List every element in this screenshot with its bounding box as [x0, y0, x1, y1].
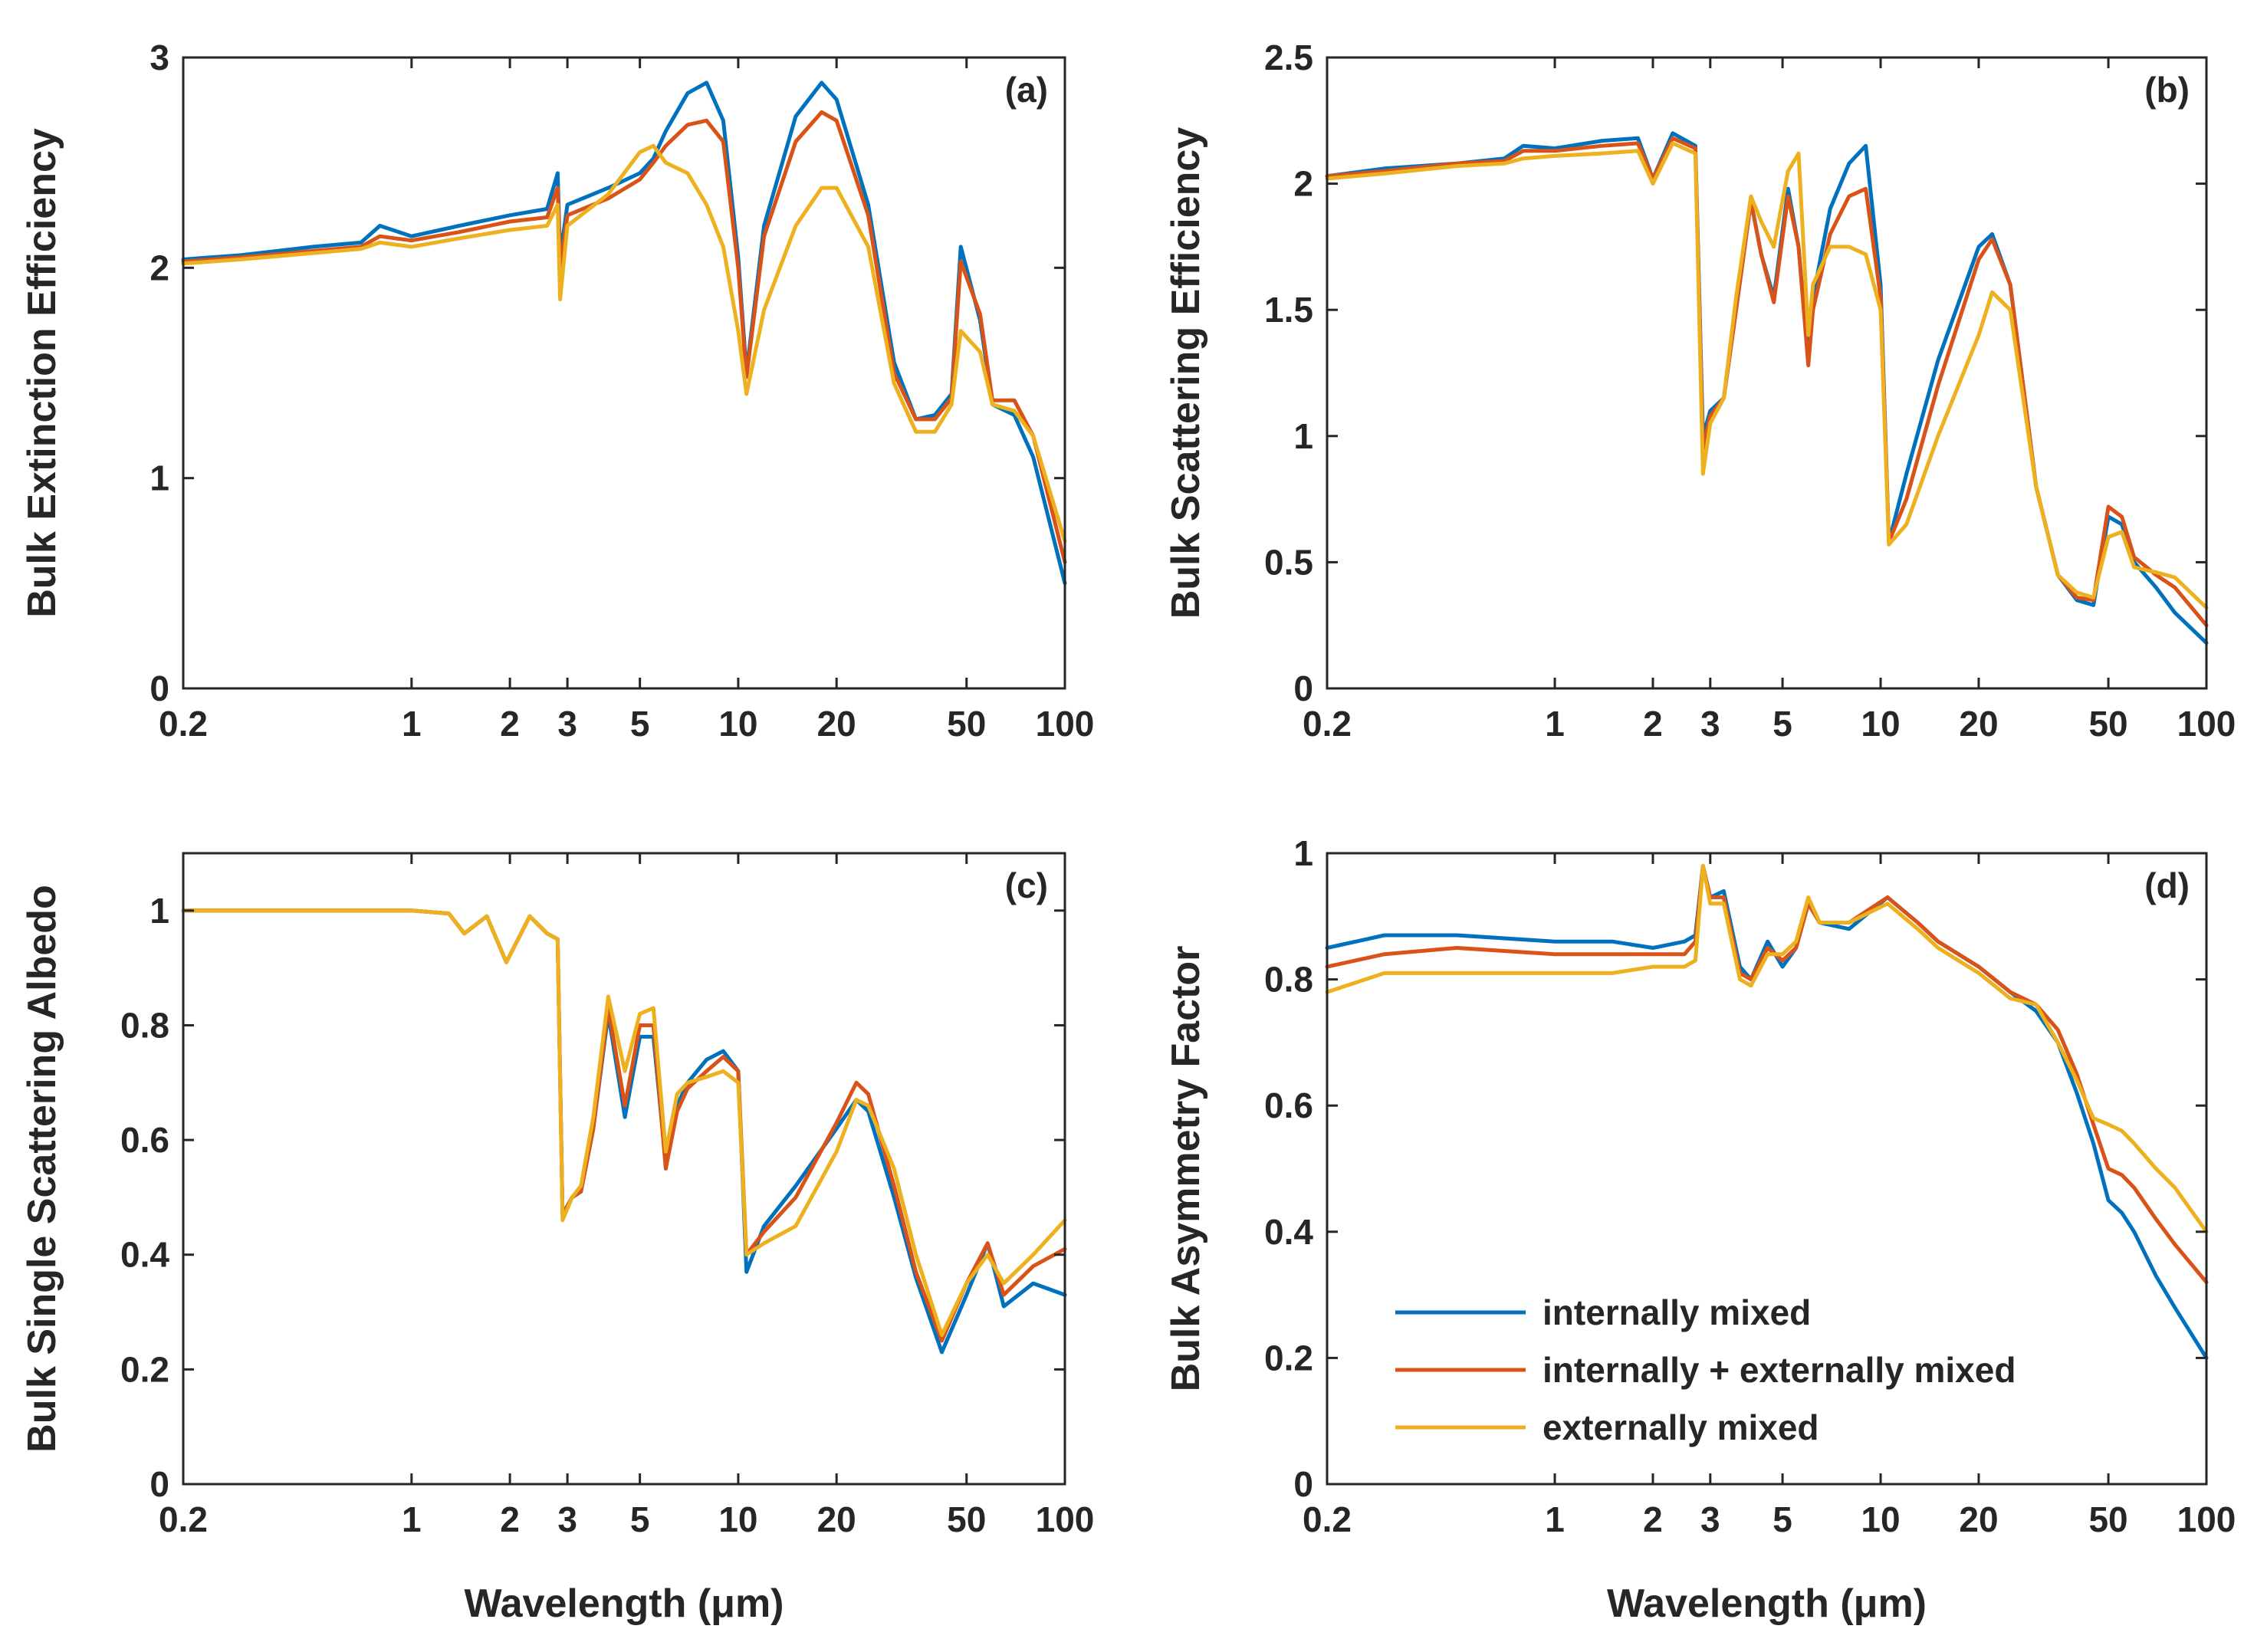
y-axis-label: Bulk Scattering Efficiency: [1164, 127, 1208, 619]
y-tick-label: 1: [149, 891, 169, 931]
axes-box: [182, 56, 1066, 690]
x-tick-label: 5: [1773, 1499, 1792, 1539]
x-tick-label: 50: [2088, 1499, 2127, 1539]
y-tick-label: 0.8: [120, 1005, 169, 1045]
plot-area: [183, 853, 1065, 1484]
y-tick-label: 1: [149, 458, 169, 498]
axes-box: [182, 852, 1066, 1486]
x-tick-label: 0.2: [159, 1499, 208, 1539]
x-tick-label: 1: [1545, 704, 1565, 744]
y-tick-label: 1: [1293, 833, 1313, 873]
legend-entry: externally mixed: [1543, 1407, 1819, 1447]
x-tick-label: 20: [1959, 1499, 1998, 1539]
legend-entry: internally mixed: [1543, 1292, 1811, 1332]
x-tick-label: 10: [1861, 1499, 1900, 1539]
series-line-internally-externally-mixed: [181, 110, 1067, 564]
x-tick-label: 10: [1861, 704, 1900, 744]
x-tick-label: 1: [402, 704, 422, 744]
series-line-internally-externally-mixed: [1325, 136, 2209, 628]
x-tick-label: 5: [630, 1499, 650, 1539]
x-tick-label: 100: [1036, 704, 1095, 744]
x-axis-label: Wavelength (μm): [1607, 1581, 1927, 1626]
x-tick-label: 20: [817, 704, 856, 744]
legend: internally mixed internally + externally …: [1395, 1292, 2016, 1447]
y-tick-label: 0.4: [120, 1235, 169, 1275]
series-line-externally-mixed: [1325, 864, 2209, 1234]
y-tick-label: 2: [1293, 164, 1313, 204]
y-tick-label: 0.6: [120, 1120, 169, 1160]
x-tick-label: 10: [718, 704, 757, 744]
y-tick-label: 3: [149, 38, 169, 77]
x-tick-label: 2: [500, 1499, 520, 1539]
x-tick-label: 1: [402, 1499, 422, 1539]
x-tick-label: 50: [947, 704, 986, 744]
y-tick-label: 0: [149, 1464, 169, 1504]
x-tick-label: 2: [1643, 704, 1663, 744]
x-tick-label: 2: [1643, 1499, 1663, 1539]
y-tick-label: 0.5: [1264, 542, 1313, 582]
x-tick-label: 10: [718, 1499, 757, 1539]
y-tick-label: 0.4: [1264, 1212, 1313, 1252]
series-line-externally-mixed: [181, 908, 1067, 1337]
series-line-externally-mixed: [1325, 141, 2209, 610]
y-tick-label: 1.5: [1264, 290, 1313, 330]
panel-label: (b): [2144, 70, 2190, 110]
y-tick-label: 2.5: [1264, 38, 1313, 77]
x-tick-label: 5: [630, 704, 650, 744]
plot-area: [183, 57, 1065, 688]
y-tick-label: 0.8: [1264, 960, 1313, 1000]
y-tick-label: 2: [149, 248, 169, 287]
x-tick-label: 100: [2177, 1499, 2236, 1539]
y-tick-label: 0.6: [1264, 1085, 1313, 1125]
y-tick-label: 0: [149, 668, 169, 708]
x-tick-label: 3: [1700, 1499, 1720, 1539]
y-tick-label: 1: [1293, 416, 1313, 456]
x-tick-label: 20: [1959, 704, 1998, 744]
x-tick-label: 1: [1545, 1499, 1565, 1539]
x-tick-label: 5: [1773, 704, 1792, 744]
x-tick-label: 0.2: [159, 704, 208, 744]
legend-entry: internally + externally mixed: [1543, 1350, 2016, 1390]
x-tick-label: 3: [557, 704, 577, 744]
y-axis-label: Bulk Single Scattering Albedo: [20, 885, 64, 1453]
x-tick-label: 20: [817, 1499, 856, 1539]
x-tick-label: 3: [1700, 704, 1720, 744]
x-tick-label: 50: [2088, 704, 2127, 744]
y-axis-label: Bulk Extinction Efficiency: [20, 128, 64, 618]
x-tick-label: 2: [500, 704, 520, 744]
x-axis-label: Wavelength (μm): [464, 1581, 784, 1626]
panel-label: (c): [1005, 865, 1048, 905]
x-tick-label: 0.2: [1303, 704, 1352, 744]
y-tick-label: 0: [1293, 1464, 1313, 1504]
y-tick-label: 0.2: [120, 1349, 169, 1389]
x-tick-label: 50: [947, 1499, 986, 1539]
axes-box: [1326, 56, 2208, 690]
panel-label: (d): [2144, 865, 2190, 905]
y-axis-label: Bulk Asymmetry Factor: [1164, 946, 1208, 1392]
series-line-externally-mixed: [181, 143, 1067, 544]
x-tick-label: 100: [1036, 1499, 1095, 1539]
y-tick-label: 0: [1293, 668, 1313, 708]
x-tick-label: 100: [2177, 704, 2236, 744]
axes-box: [1326, 852, 2208, 1486]
x-tick-label: 0.2: [1303, 1499, 1352, 1539]
y-tick-label: 0.2: [1264, 1338, 1313, 1378]
x-tick-label: 3: [557, 1499, 577, 1539]
panel-label: (a): [1005, 70, 1048, 110]
